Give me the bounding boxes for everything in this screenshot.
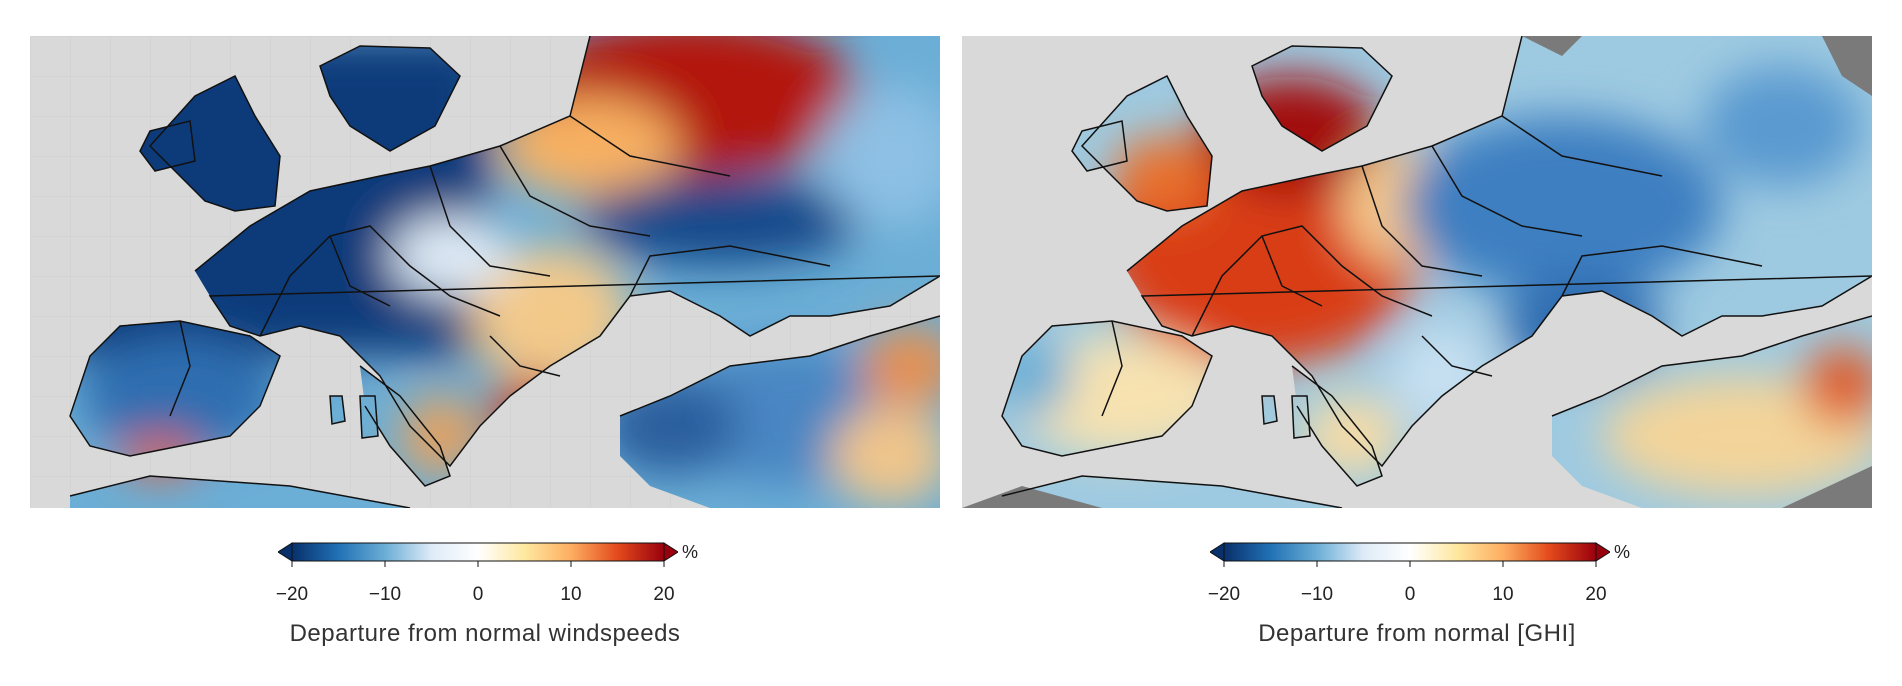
windspeed-colorbar: % −20 −10 0 10 20 Departure from normal … [30, 540, 940, 660]
colorbar-ticks [291, 561, 665, 567]
colorbar-unit: % [682, 542, 699, 562]
colorbar-tick-label: −20 [1207, 584, 1241, 605]
ghi-colorbar: % −20 −10 0 10 20 Departure from normal … [962, 540, 1872, 660]
colorbar-title: Departure from normal windspeeds [289, 620, 681, 647]
colorbar-tick-label: 10 [560, 584, 582, 605]
colorbar-min-arrow [278, 542, 293, 562]
colorbar-tick-label: 20 [1585, 584, 1607, 605]
windspeed-colorbar-gradient [278, 542, 678, 567]
windspeed-map-svg [30, 36, 940, 508]
colorbar-tick-label: −10 [1300, 584, 1334, 605]
ghi-map [962, 36, 1872, 508]
colorbar-min-arrow [1210, 542, 1225, 562]
colorbar-tick-label: 20 [653, 584, 675, 605]
ghi-colorbar-gradient [1210, 542, 1610, 567]
colorbar-tick-label: 0 [472, 584, 484, 605]
colorbar-max-arrow [1595, 542, 1610, 562]
ghi-panel: % −20 −10 0 10 20 Departure from normal … [962, 0, 1872, 686]
colorbar-unit: % [1614, 542, 1631, 562]
windspeed-panel: % −20 −10 0 10 20 Departure from normal … [30, 0, 940, 686]
colorbar-max-arrow [663, 542, 678, 562]
windspeed-map [30, 36, 940, 508]
colorbar-ticks [1223, 561, 1597, 567]
ghi-map-svg [962, 36, 1872, 508]
colorbar-title: Departure from normal [GHI] [1258, 620, 1576, 647]
colorbar-tick-label: 0 [1404, 584, 1416, 605]
colorbar-tick-label: 10 [1492, 584, 1514, 605]
colorbar-tick-label: −20 [275, 584, 309, 605]
colorbar-tick-label: −10 [368, 584, 402, 605]
